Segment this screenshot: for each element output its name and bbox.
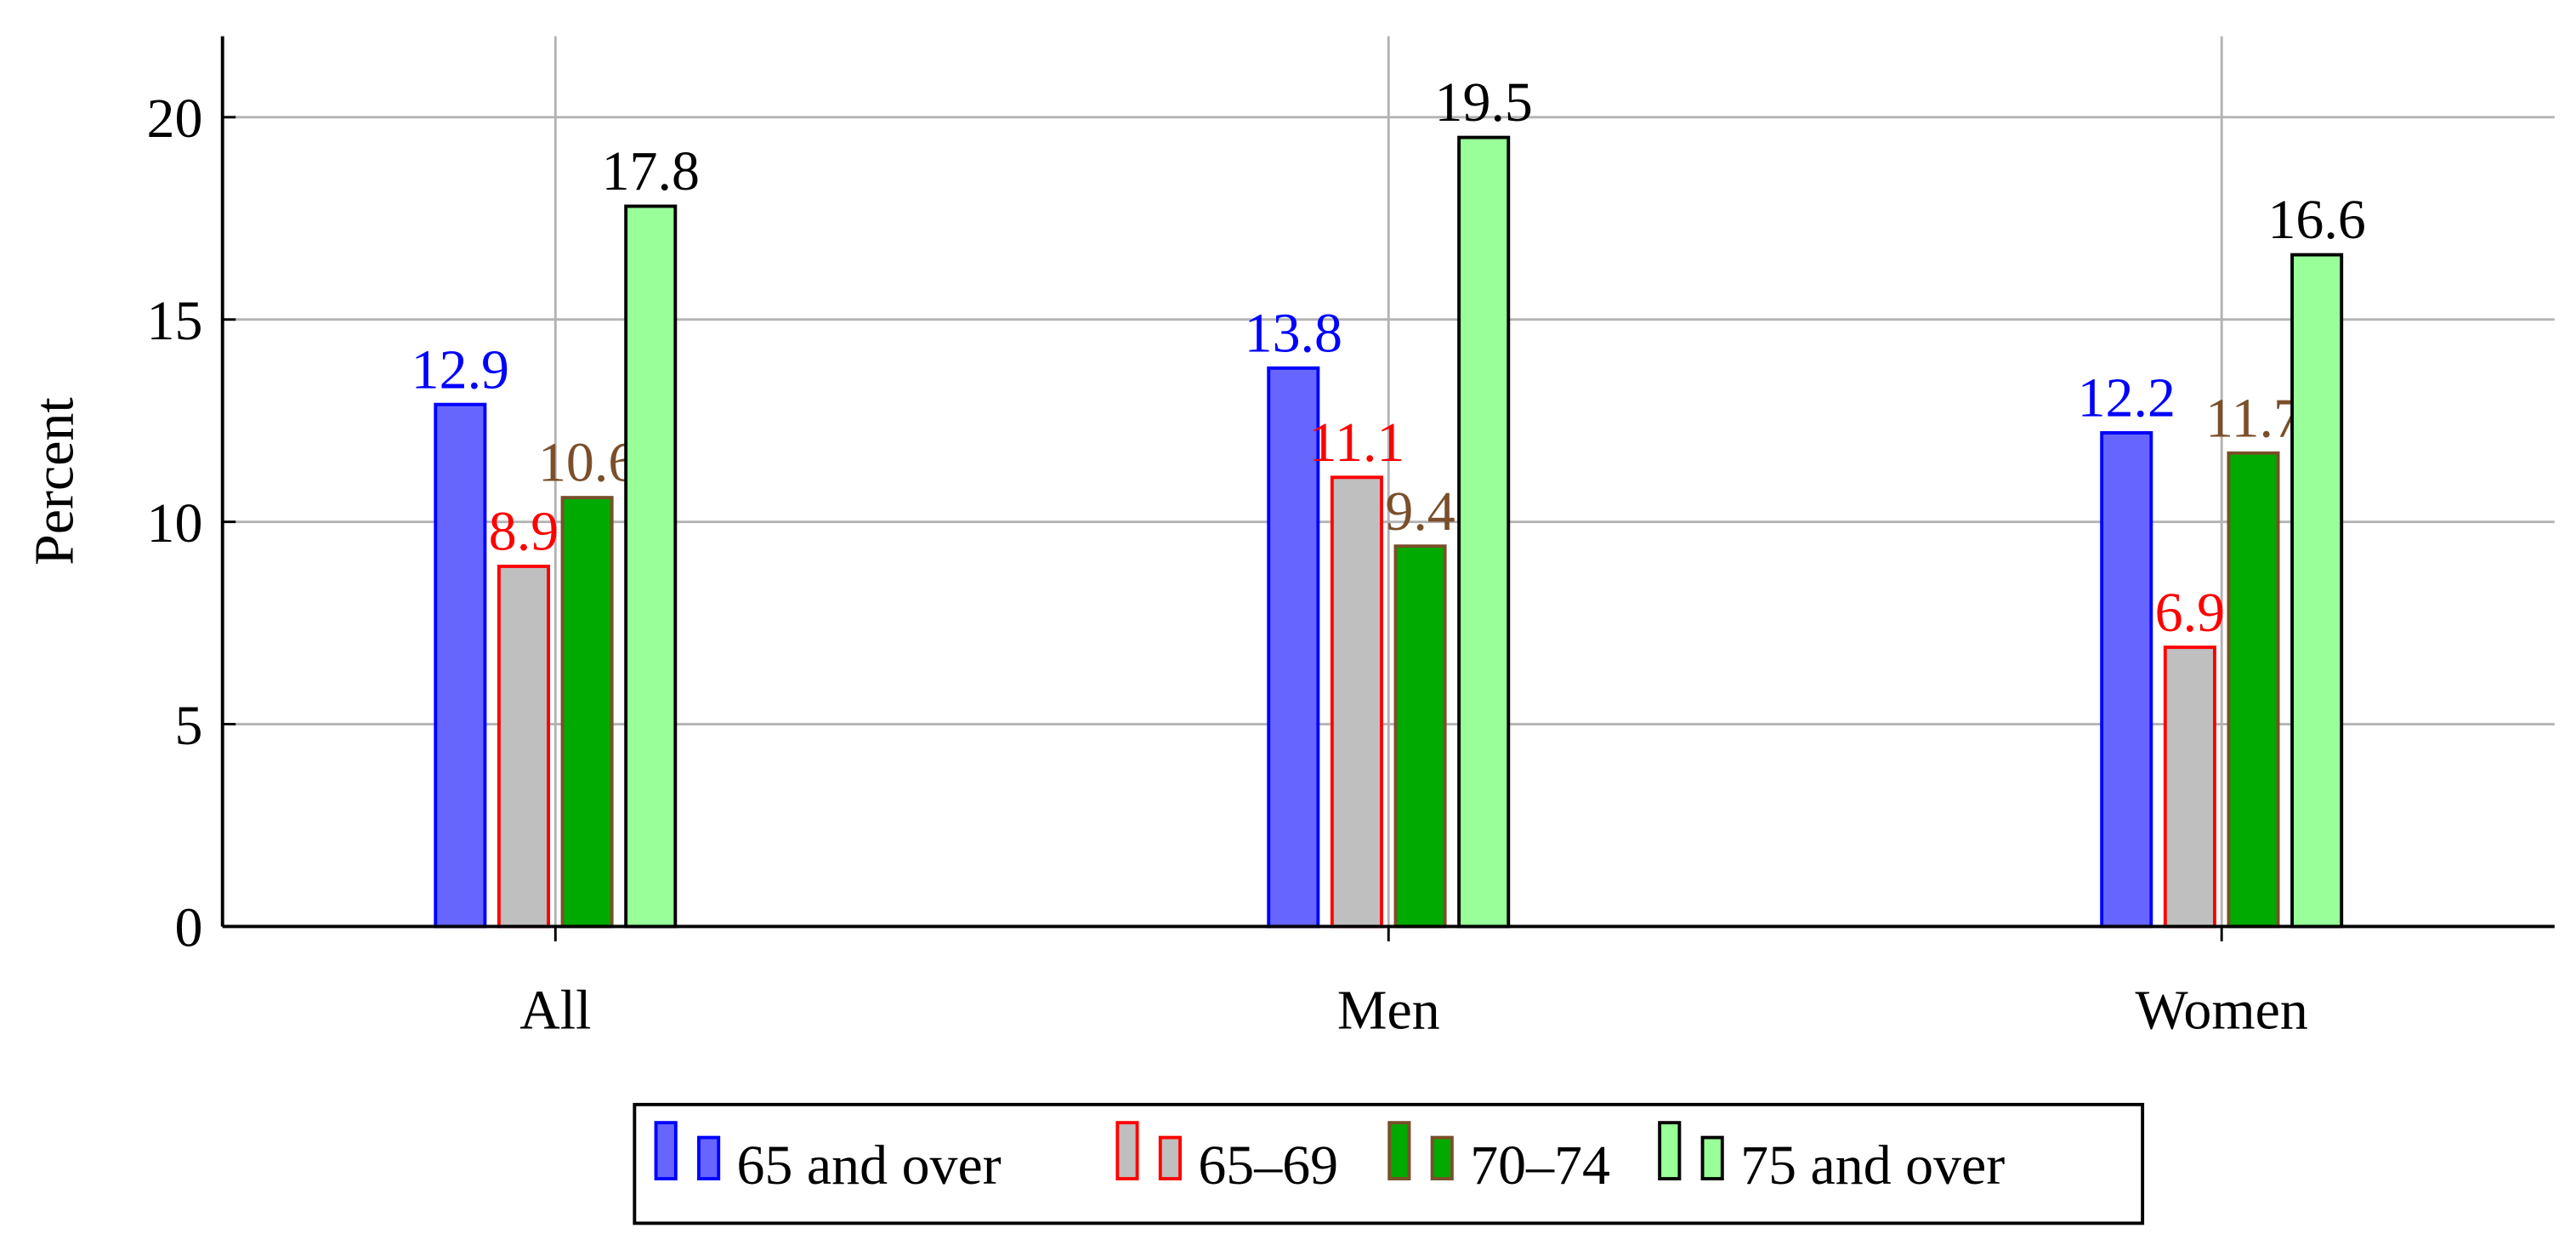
legend-label: 65–69 <box>1198 1134 1338 1197</box>
legend-swatch <box>697 1135 721 1181</box>
legend-swatch <box>1658 1121 1682 1181</box>
legend-swatch <box>654 1121 678 1181</box>
legend-swatch <box>1158 1135 1182 1181</box>
legend-swatch <box>1430 1135 1454 1181</box>
data-label: 9.4 <box>1385 480 1455 543</box>
x-tick-label: Men <box>1337 980 1440 1042</box>
data-label: 16.6 <box>2267 189 2365 251</box>
data-label: 19.5 <box>1435 71 1533 134</box>
data-label: 8.9 <box>489 501 559 563</box>
bar <box>560 496 614 929</box>
legend-label: 70–74 <box>1470 1134 1610 1197</box>
bar <box>434 402 487 929</box>
bar <box>2100 431 2153 929</box>
y-tick-label: 15 <box>147 290 203 352</box>
x-tick-label: All <box>519 980 591 1042</box>
legend-label: 75 and over <box>1740 1134 2005 1197</box>
bar <box>2163 645 2216 929</box>
data-label: 13.8 <box>1245 302 1342 364</box>
data-label: 6.9 <box>2155 582 2225 644</box>
bar <box>1393 544 1447 929</box>
bar <box>2227 451 2280 929</box>
legend-swatch <box>1387 1121 1411 1181</box>
data-label: 17.8 <box>602 140 700 202</box>
data-label: 10.6 <box>538 432 636 494</box>
legend-swatch <box>1115 1121 1139 1181</box>
data-label: 12.2 <box>2078 367 2176 429</box>
bar <box>2290 253 2344 929</box>
bar <box>624 204 678 929</box>
y-axis-label: Percent <box>23 397 85 566</box>
y-tick-label: 5 <box>175 695 203 757</box>
legend: 65 and over 65–69 70–74 75 and over <box>633 1102 2145 1225</box>
bar <box>1330 475 1383 929</box>
data-label: 11.7 <box>2205 387 2301 449</box>
y-tick-label: 20 <box>147 88 203 150</box>
legend-swatch <box>1700 1135 1724 1181</box>
data-label: 11.1 <box>1308 412 1404 474</box>
y-tick-label: 10 <box>147 492 203 554</box>
bar <box>496 565 551 929</box>
data-label: 12.9 <box>411 338 509 401</box>
bar <box>1457 135 1511 929</box>
legend-label: 65 and over <box>737 1134 1001 1197</box>
y-tick-label: 0 <box>175 897 203 959</box>
x-tick-label: Women <box>2136 980 2308 1042</box>
